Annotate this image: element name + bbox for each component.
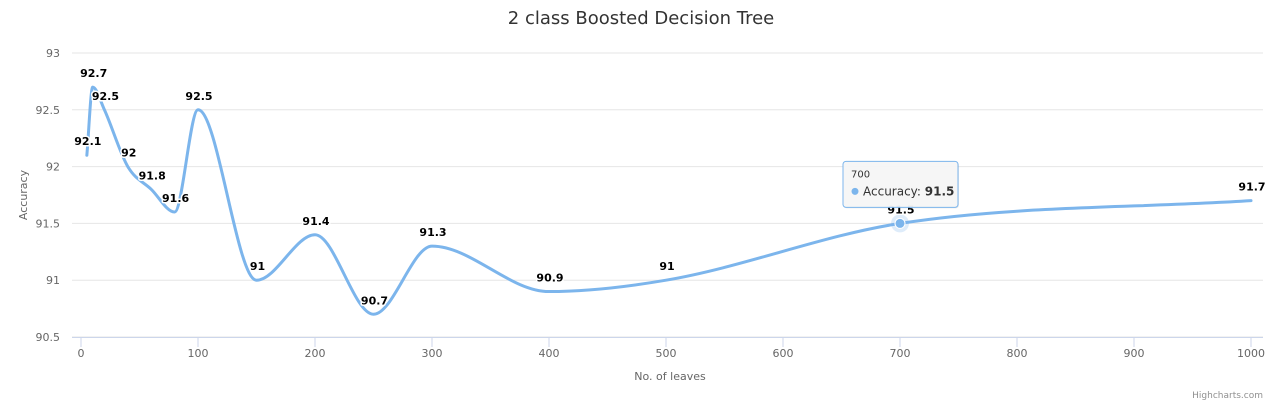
series-accuracy[interactable] xyxy=(85,85,1253,316)
data-label: 90.7 xyxy=(361,294,388,307)
x-tick-label: 700 xyxy=(890,347,911,360)
x-tick-label: 500 xyxy=(656,347,677,360)
data-label: 92.7 xyxy=(80,67,107,80)
data-label: 91.4 xyxy=(302,215,329,228)
tooltip-x-value: 700 xyxy=(851,169,870,180)
data-label: 91 xyxy=(659,260,674,273)
data-label: 91.3 xyxy=(419,226,446,239)
grid xyxy=(72,52,1263,338)
data-label: 92.5 xyxy=(185,90,212,103)
chart-title: 2 class Boosted Decision Tree xyxy=(508,8,774,29)
credits-link[interactable]: Highcharts.com xyxy=(1192,391,1263,401)
data-label: 91.7 xyxy=(1238,181,1265,194)
tooltip-box xyxy=(842,160,959,208)
data-label: 92.5 xyxy=(92,90,119,103)
data-label: 90.9 xyxy=(536,272,563,285)
y-axis: 90.5 91 91.5 92 92.5 93 xyxy=(36,47,61,344)
tooltip-value: 91.5 xyxy=(925,184,955,198)
data-label: 92 xyxy=(121,147,136,160)
y-tick-label: 92 xyxy=(46,161,60,174)
tooltip-series-line: Accuracy: 91.5 xyxy=(863,184,954,198)
y-tick-label: 90.5 xyxy=(36,331,61,344)
x-tick-label: 400 xyxy=(539,347,560,360)
x-tick-label: 600 xyxy=(773,347,794,360)
hover-point-marker[interactable] xyxy=(894,217,906,229)
y-tick-label: 91 xyxy=(46,274,60,287)
x-tick-label: 100 xyxy=(188,347,209,360)
x-tick-label: 900 xyxy=(1124,347,1145,360)
series-line[interactable] xyxy=(85,85,1253,316)
tooltip-series-marker xyxy=(851,187,859,195)
tooltip: 700 Accuracy: 91.5 xyxy=(842,160,959,209)
x-tick-label: 200 xyxy=(305,347,326,360)
x-tick-label: 1000 xyxy=(1237,347,1265,360)
data-label: 91.6 xyxy=(162,192,189,205)
x-axis-title: No. of leaves xyxy=(634,370,706,383)
y-tick-label: 91.5 xyxy=(36,217,61,230)
y-axis-title: Accuracy xyxy=(17,169,30,220)
y-tick-label: 93 xyxy=(46,47,60,60)
tooltip-series-name: Accuracy xyxy=(863,184,918,198)
data-label: 91 xyxy=(250,260,265,273)
x-tick-label: 300 xyxy=(422,347,443,360)
data-label: 92.1 xyxy=(74,135,101,148)
x-tick-label: 800 xyxy=(1007,347,1028,360)
y-tick-label: 92.5 xyxy=(36,104,61,117)
x-tick-label: 0 xyxy=(78,347,85,360)
data-label: 91.8 xyxy=(139,169,166,182)
tooltip-separator: : xyxy=(917,184,925,198)
x-axis: 0 100 200 300 400 500 600 700 800 900 1000 xyxy=(72,337,1265,360)
